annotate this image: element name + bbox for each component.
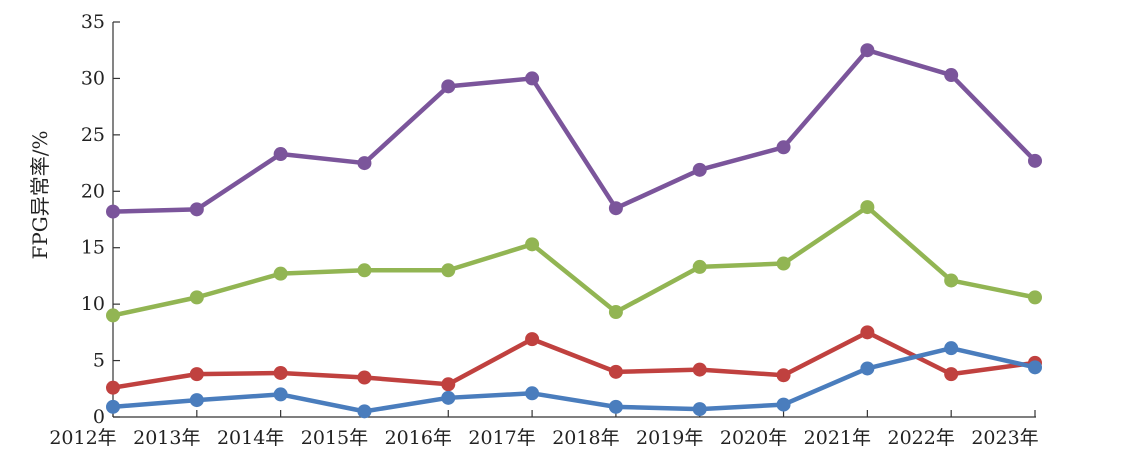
data-point <box>357 404 372 419</box>
series-0 <box>106 43 1042 219</box>
data-point <box>357 263 372 278</box>
data-point <box>189 367 204 382</box>
data-point <box>776 256 791 271</box>
series-line <box>110 47 1038 214</box>
data-point <box>944 341 959 356</box>
data-point <box>189 202 204 217</box>
data-point <box>692 362 707 377</box>
data-point <box>525 71 540 86</box>
data-point <box>441 79 456 94</box>
data-point <box>1028 290 1042 305</box>
series-1 <box>106 200 1042 323</box>
data-point <box>441 390 456 405</box>
data-point <box>608 201 623 216</box>
data-point <box>860 361 875 376</box>
data-point <box>944 68 959 83</box>
x-tick-label: 2012年 <box>49 427 116 449</box>
data-point <box>189 290 204 305</box>
y-tick-label: 20 <box>81 180 105 202</box>
y-tick-label: 35 <box>81 11 105 33</box>
x-tick-label: 2017年 <box>468 427 535 449</box>
x-tick-label: 2023年 <box>971 427 1038 449</box>
data-point <box>860 43 875 58</box>
series-group <box>106 43 1042 419</box>
data-point <box>273 387 288 402</box>
x-tick-label: 2016年 <box>385 427 452 449</box>
series-line <box>110 204 1038 318</box>
data-point <box>776 397 791 412</box>
data-point <box>776 368 791 383</box>
data-point <box>860 325 875 340</box>
y-tick-label: 0 <box>93 406 105 428</box>
data-point <box>525 237 540 252</box>
series-3 <box>106 341 1042 419</box>
y-tick-label: 15 <box>81 237 105 259</box>
y-tick-label: 5 <box>93 350 105 372</box>
x-tick-label: 2019年 <box>636 427 703 449</box>
data-point <box>1028 153 1042 168</box>
data-point <box>776 140 791 155</box>
data-point <box>441 377 456 392</box>
data-point <box>692 402 707 417</box>
data-point <box>273 365 288 380</box>
x-tick-label: 2018年 <box>552 427 619 449</box>
x-axis-ticks: 2012年 2013年 2014年 2015年 2016年 2017年 2018年 2019年… <box>49 410 1039 449</box>
data-point <box>944 367 959 382</box>
x-tick-label: 2022年 <box>888 427 955 449</box>
x-tick-label: 2020年 <box>720 427 787 449</box>
data-point <box>860 200 875 215</box>
y-axis-ticks: 0 5 10 15 20 25 30 35 <box>81 11 120 428</box>
data-point <box>189 393 204 408</box>
y-axis: 0 5 10 15 20 25 30 35 <box>81 11 120 428</box>
data-point <box>357 156 372 171</box>
data-point <box>1028 360 1042 375</box>
data-point <box>273 147 288 162</box>
data-point <box>106 308 120 323</box>
data-point <box>692 162 707 177</box>
x-tick-label: 2013年 <box>133 427 200 449</box>
series-line <box>110 345 1038 414</box>
x-axis: 2012年 2013年 2014年 2015年 2016年 2017年 2018年 2019年… <box>49 410 1039 449</box>
data-point <box>608 305 623 320</box>
data-point <box>608 399 623 414</box>
y-axis-title: FPG异常率/% <box>28 130 52 259</box>
data-point <box>608 364 623 379</box>
data-point <box>441 263 456 278</box>
data-point <box>106 399 120 414</box>
x-tick-label: 2015年 <box>301 427 368 449</box>
series-2 <box>106 325 1042 395</box>
series-line <box>110 330 1038 390</box>
data-point <box>357 370 372 385</box>
y-tick-label: 25 <box>81 124 105 146</box>
data-point <box>692 259 707 274</box>
x-tick-label: 2014年 <box>217 427 284 449</box>
data-point <box>944 273 959 288</box>
x-tick-label: 2021年 <box>804 427 871 449</box>
y-tick-label: 10 <box>81 293 105 315</box>
data-point <box>525 332 540 347</box>
data-point <box>106 204 120 219</box>
data-point <box>106 380 120 395</box>
data-point <box>273 266 288 281</box>
y-tick-label: 30 <box>81 67 105 89</box>
data-point <box>525 386 540 401</box>
